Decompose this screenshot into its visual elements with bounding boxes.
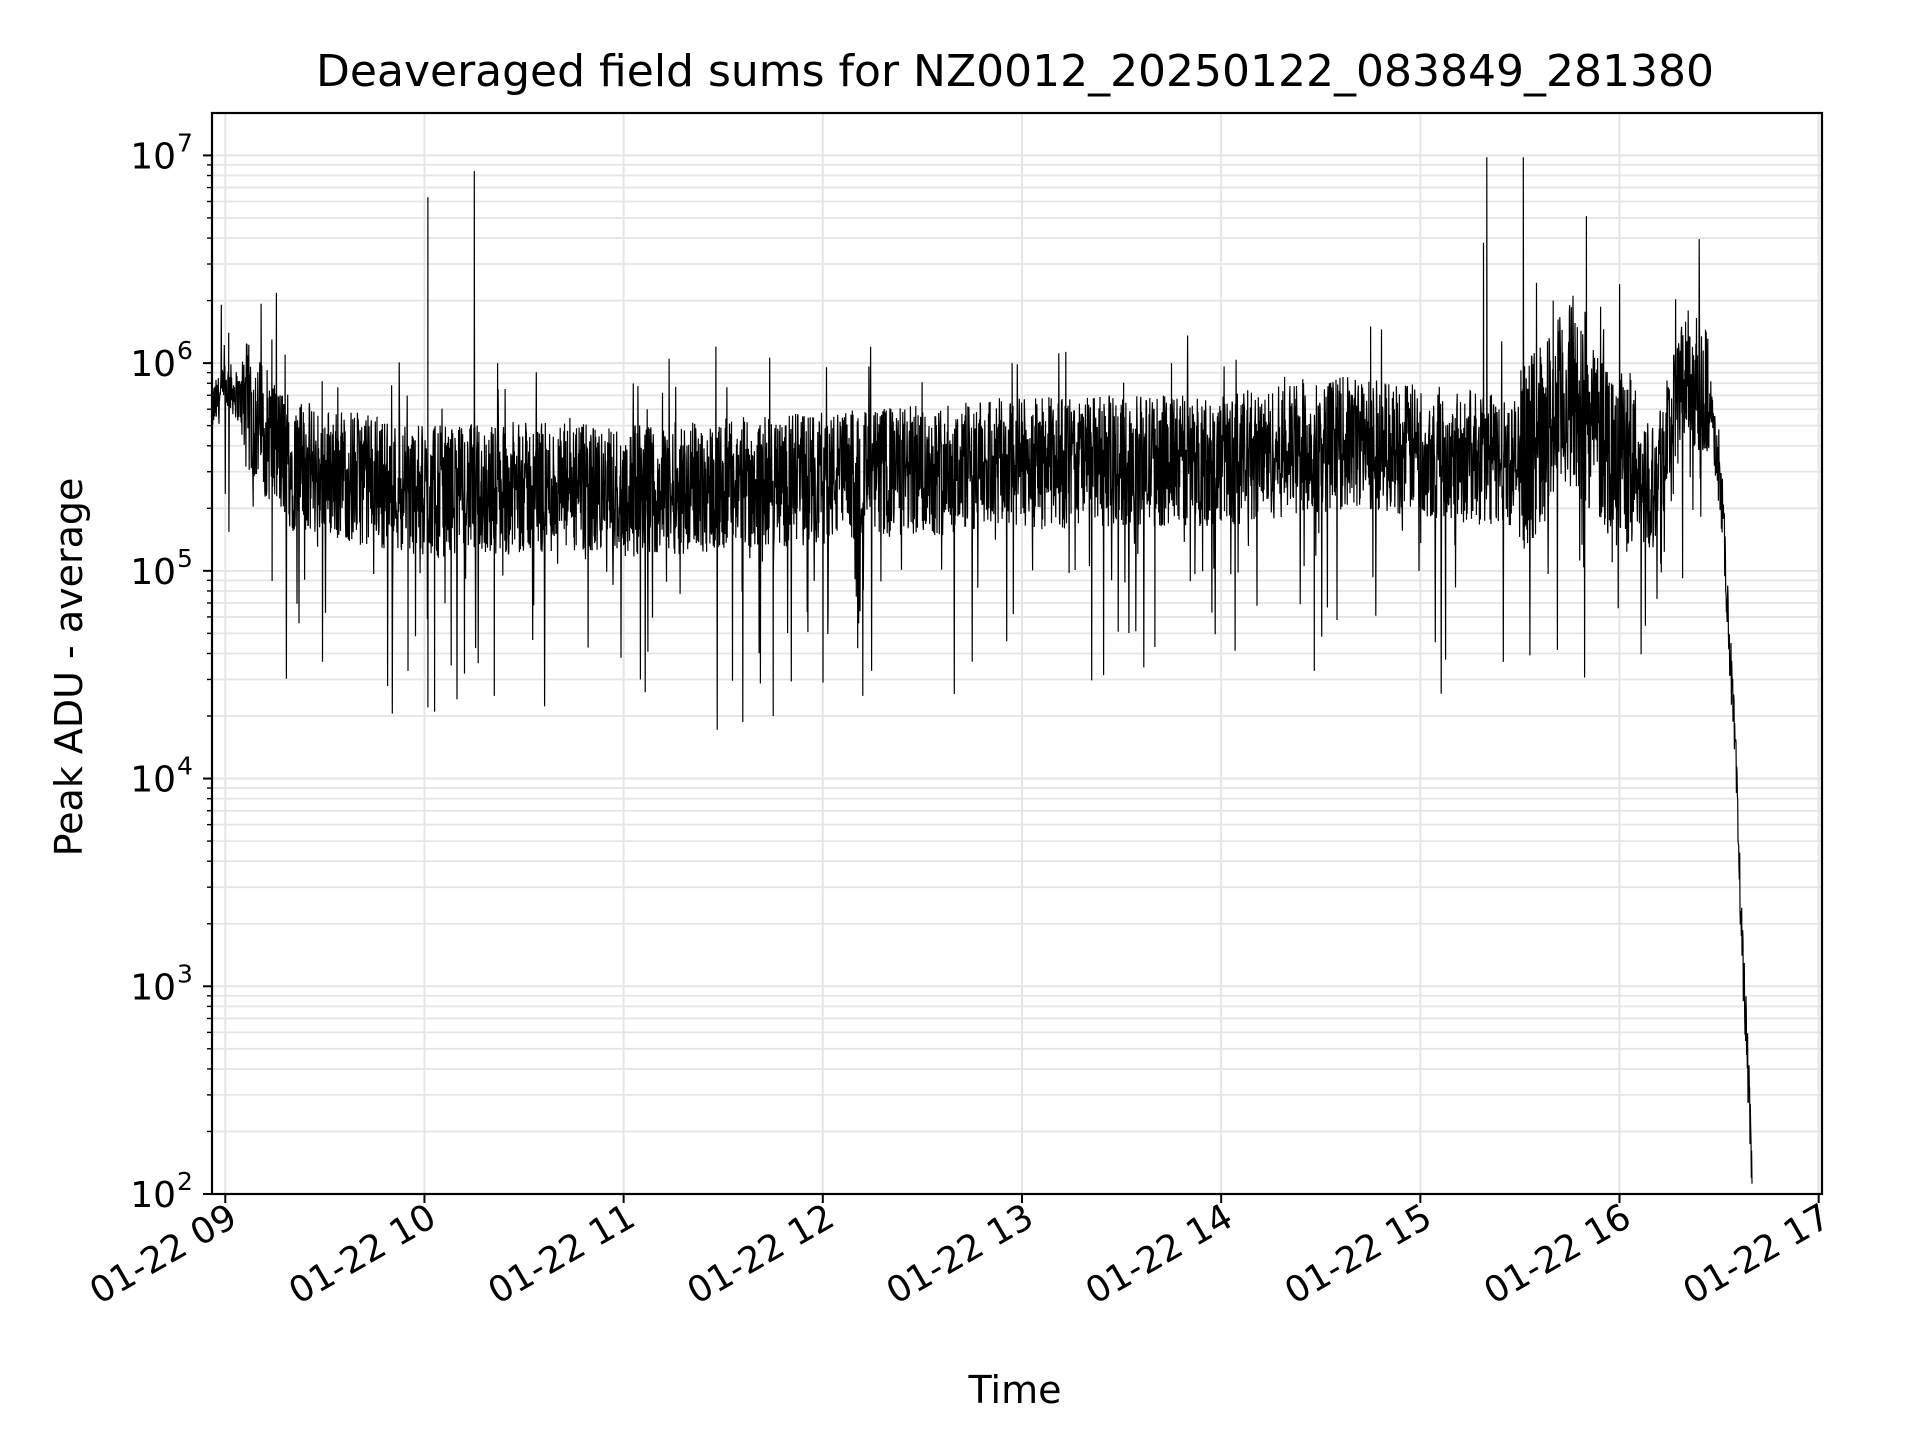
y-tick-exponent: 4 (177, 752, 193, 781)
y-tick-exponent: 5 (177, 544, 193, 573)
y-tick-label: 10 (130, 1175, 176, 1216)
y-tick-label: 10 (130, 344, 176, 385)
y-tick-label: 10 (130, 760, 176, 801)
chart-title: Deaveraged field sums for NZ0012_2025012… (316, 46, 1714, 97)
x-axis-label: Time (968, 1368, 1062, 1412)
y-tick-label: 10 (130, 967, 176, 1008)
y-tick-label: 10 (130, 552, 176, 593)
series-line (211, 157, 1753, 1184)
y-tick-exponent: 6 (177, 336, 193, 365)
y-tick-exponent: 2 (177, 1167, 193, 1196)
y-tick-exponent: 3 (177, 959, 193, 988)
y-axis-label: Peak ADU - average (47, 478, 91, 857)
y-tick-exponent: 7 (177, 128, 193, 157)
data-layer (211, 157, 1753, 1184)
y-tick-label: 10 (130, 136, 176, 177)
